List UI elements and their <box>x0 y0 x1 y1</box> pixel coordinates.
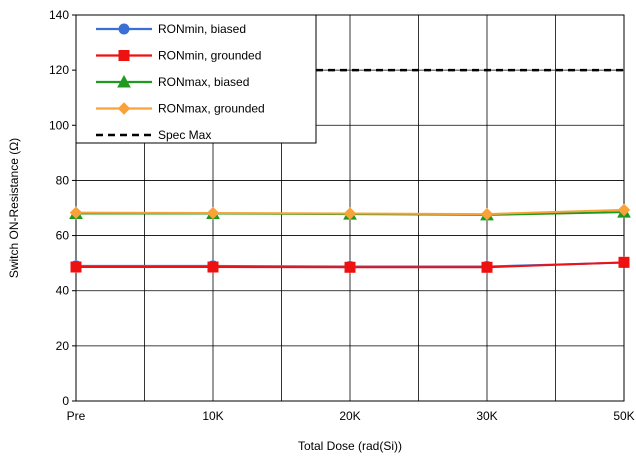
x-axis-label: Total Dose (rad(Si)) <box>298 439 402 453</box>
y-tick-label: 0 <box>62 394 69 408</box>
y-axis-label: Switch ON-Resistance (Ω) <box>7 138 21 278</box>
legend: RONmin, biased RONmin, grounded RONmax, bi… <box>75 14 317 144</box>
data-point <box>617 203 631 217</box>
data-point <box>69 206 83 219</box>
y-tick-label: 60 <box>56 229 70 243</box>
y-tick-label: 100 <box>49 118 69 132</box>
data-point <box>481 261 493 273</box>
y-tick-label: 120 <box>49 63 69 77</box>
y-tick-label: 80 <box>56 173 70 187</box>
legend-label: RONmin, grounded <box>158 49 261 63</box>
y-tick-label: 140 <box>49 8 69 22</box>
x-tick-label: Pre <box>67 409 86 423</box>
series-ronmax-grounded <box>69 203 631 221</box>
legend-marker <box>118 50 130 61</box>
y-axis-ticks: 0 20 40 60 80 100 120 140 <box>49 8 76 408</box>
x-tick-label: 50K <box>613 409 634 423</box>
legend-item-ronmax-grounded: RONmax, grounded <box>96 102 265 116</box>
x-tick-label: 10K <box>202 409 223 423</box>
data-point <box>343 207 357 220</box>
legend-item-ronmin-grounded: RONmin, grounded <box>96 49 261 63</box>
legend-marker <box>117 74 131 88</box>
legend-label: RONmin, biased <box>158 22 246 36</box>
legend-label: Spec Max <box>158 128 211 142</box>
series-group <box>69 68 631 274</box>
data-point <box>207 261 219 273</box>
legend-marker <box>117 102 131 115</box>
legend-item-ronmax-biased: RONmax, biased <box>96 74 249 89</box>
legend-item-spec-max: Spec Max <box>96 128 211 142</box>
data-point <box>206 206 220 220</box>
data-point <box>70 261 82 273</box>
data-point <box>480 207 494 221</box>
x-tick-label: 20K <box>339 409 360 423</box>
x-axis-ticks: Pre 10K 20K 30K 50K <box>67 409 635 423</box>
series-ronmin-grounded <box>70 256 630 274</box>
y-tick-label: 20 <box>56 339 70 353</box>
legend-item-ronmin-biased: RONmin, biased <box>96 22 246 36</box>
legend-label: RONmax, grounded <box>158 102 265 116</box>
data-point <box>344 261 356 273</box>
legend-label: RONmax, biased <box>158 75 249 89</box>
x-tick-label: 30K <box>476 409 497 423</box>
data-point <box>618 256 630 268</box>
legend-box <box>75 14 317 144</box>
legend-marker <box>118 23 130 35</box>
y-tick-label: 40 <box>56 284 70 298</box>
